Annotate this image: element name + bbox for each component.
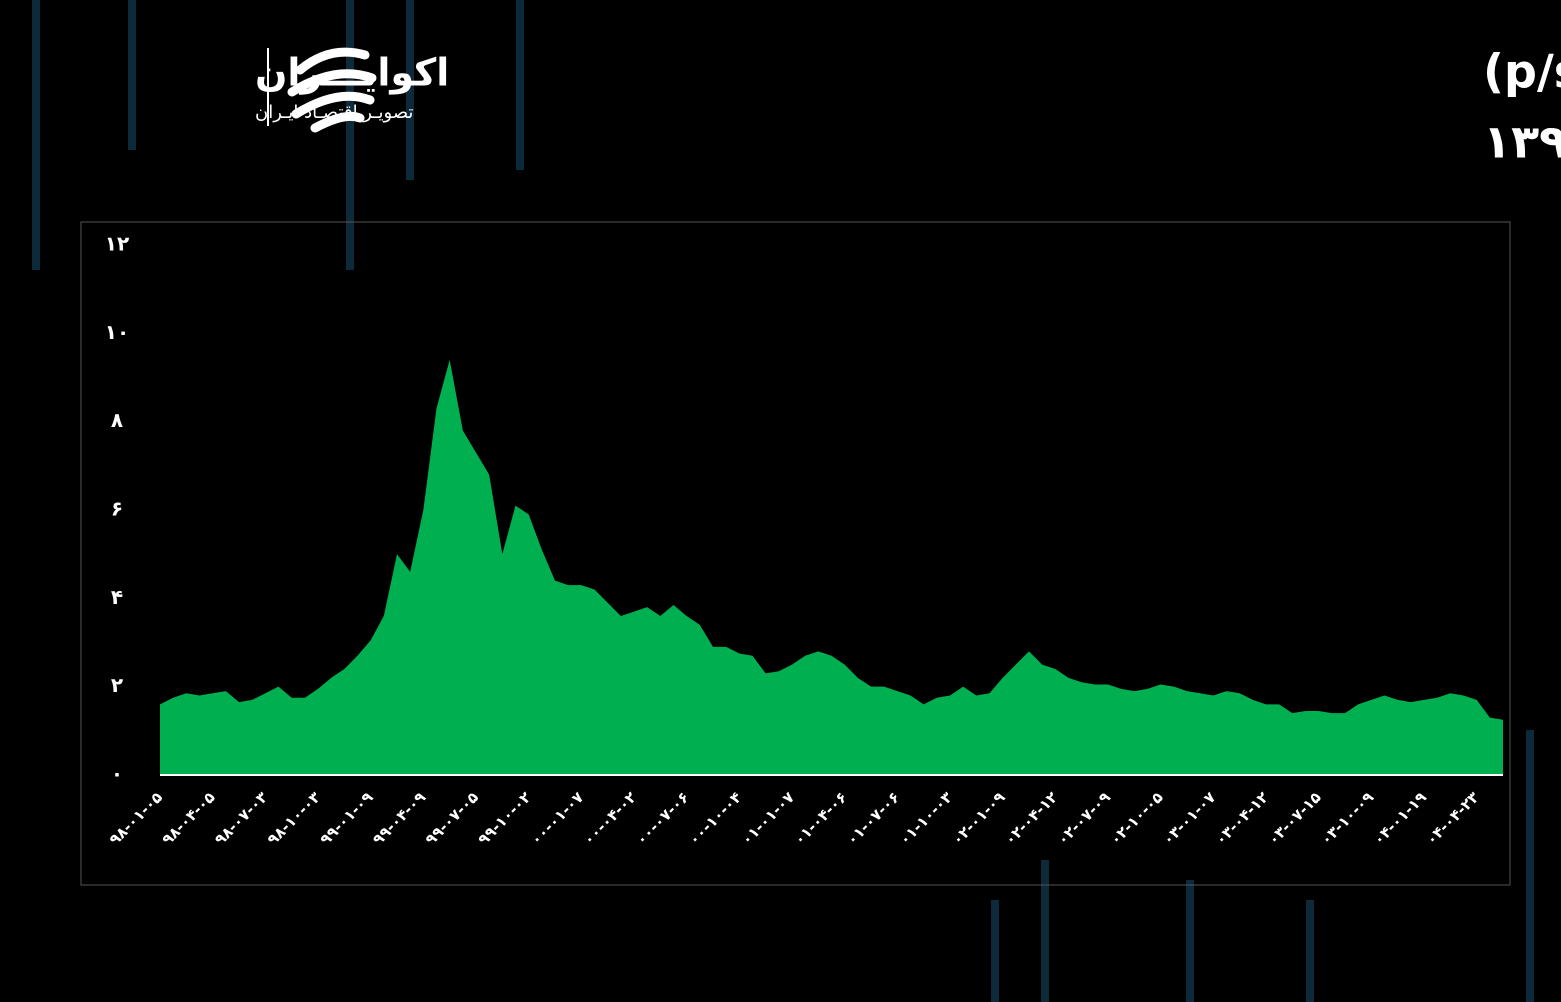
y-tick-label: ۶ xyxy=(111,497,123,521)
logo-tagline: تصویـر اقتصـاد ایـران xyxy=(255,102,413,123)
chart-title: قیمت به فروش (p/s) xyxy=(1483,45,1561,99)
y-tick-label: ۴ xyxy=(111,585,123,609)
area xyxy=(160,359,1503,775)
y-tick-label: ۰ xyxy=(111,762,123,786)
logo-name: اکوایـــران xyxy=(255,51,449,95)
y-tick-label: ۸ xyxy=(111,408,123,432)
logo-icon xyxy=(287,47,377,133)
y-tick-label: ۱۲ xyxy=(105,232,129,256)
chart-subtitle: از سال ۱۳۹۸ xyxy=(1483,115,1561,169)
background-decoration xyxy=(32,0,1534,1002)
plot-frame xyxy=(80,221,1511,886)
y-tick-label: ۲ xyxy=(111,673,123,697)
y-tick-label: ۱۰ xyxy=(105,320,129,344)
